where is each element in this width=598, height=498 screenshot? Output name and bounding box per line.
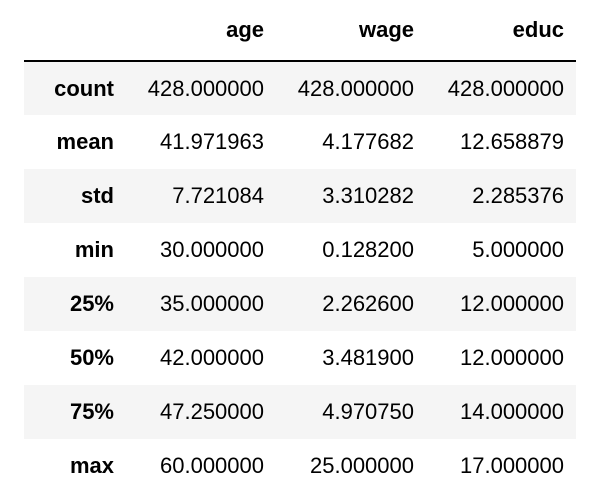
table-cell: 7.721084 <box>172 183 264 208</box>
table-cell: 5.000000 <box>472 237 564 262</box>
row-label: max <box>69 453 114 478</box>
table-cell: 35.000000 <box>160 291 264 316</box>
table-cell: 3.310282 <box>322 183 414 208</box>
table-cell: 30.000000 <box>160 237 264 262</box>
describe-table: age wage educ count 428.000000 428.00000… <box>24 0 576 493</box>
index-header-cell <box>24 0 126 62</box>
table-row: count 428.000000 428.000000 428.000000 <box>24 61 576 115</box>
table-cell: 12.658879 <box>460 129 564 154</box>
table-row: 25% 35.000000 2.262600 12.000000 <box>24 277 576 331</box>
table-cell: 4.970750 <box>322 399 414 424</box>
table-cell: 428.000000 <box>447 75 564 101</box>
table-cell: 25.000000 <box>310 453 414 478</box>
table-body: count 428.000000 428.000000 428.000000 m… <box>24 61 576 493</box>
table-cell: 47.250000 <box>160 399 264 424</box>
table-cell: 428.000000 <box>147 75 264 101</box>
table-cell: 0.128200 <box>322 237 414 262</box>
table-row: std 7.721084 3.310282 2.285376 <box>24 169 576 223</box>
table-cell: 12.000000 <box>460 291 564 316</box>
row-label: count <box>54 75 114 101</box>
table-row: max 60.000000 25.000000 17.000000 <box>24 439 576 493</box>
column-header-age: age <box>126 0 276 62</box>
table-cell: 14.000000 <box>460 399 564 424</box>
table-cell: 17.000000 <box>460 453 564 478</box>
table-cell: 2.262600 <box>322 291 414 316</box>
table-cell: 2.285376 <box>472 183 564 208</box>
dataframe-container: age wage educ count 428.000000 428.00000… <box>24 0 576 493</box>
table-row: 75% 47.250000 4.970750 14.000000 <box>24 385 576 439</box>
table-row: min 30.000000 0.128200 5.000000 <box>24 223 576 277</box>
column-header-wage: wage <box>276 0 426 62</box>
column-header-educ: educ <box>426 0 576 62</box>
table-cell: 428.000000 <box>297 75 414 101</box>
row-label: min <box>74 237 114 262</box>
row-label: 75% <box>69 399 114 424</box>
table-row: 50% 42.000000 3.481900 12.000000 <box>24 331 576 385</box>
header-row: age wage educ <box>24 0 576 62</box>
table-row: mean 41.971963 4.177682 12.658879 <box>24 115 576 169</box>
table-cell: 12.000000 <box>460 345 564 370</box>
row-label: 25% <box>69 291 114 316</box>
row-label: std <box>81 183 114 208</box>
row-label: 50% <box>69 345 114 370</box>
table-header: age wage educ <box>24 0 576 62</box>
table-cell: 42.000000 <box>160 345 264 370</box>
table-cell: 3.481900 <box>322 345 414 370</box>
table-cell: 41.971963 <box>160 129 264 154</box>
table-cell: 4.177682 <box>322 129 414 154</box>
table-cell: 60.000000 <box>160 453 264 478</box>
row-label: mean <box>56 129 114 154</box>
